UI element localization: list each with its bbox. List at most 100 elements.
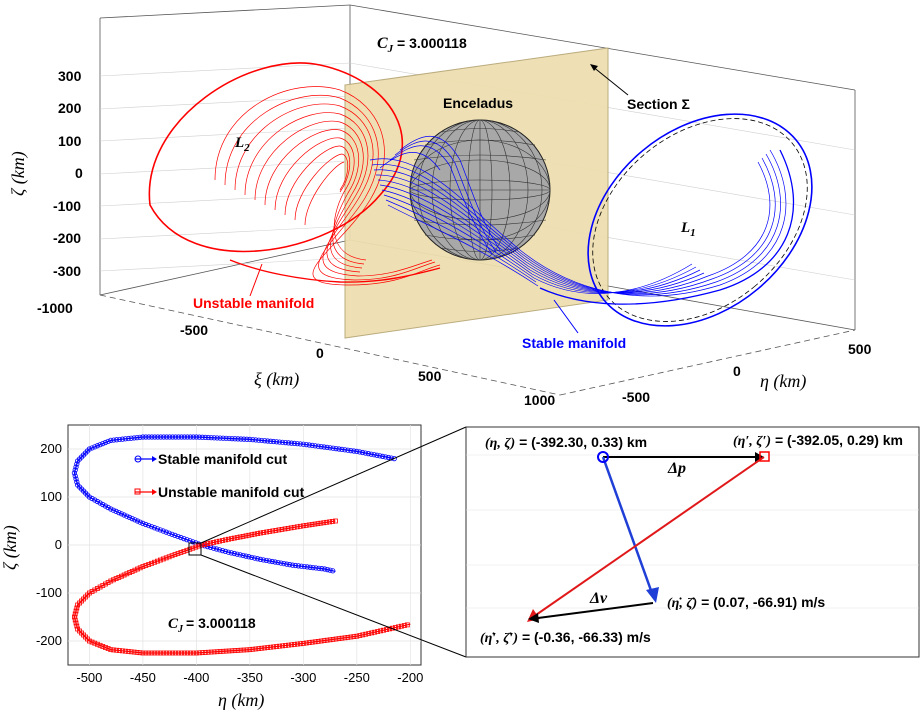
series-marker: [374, 452, 380, 458]
series-marker: [404, 622, 410, 628]
series-marker: [351, 634, 357, 639]
series-marker: [274, 644, 279, 649]
series-marker: [268, 438, 274, 444]
stable-point-text: (η, ζ) = (-392.30, 0.33) km: [485, 434, 647, 451]
series-marker: [75, 458, 81, 464]
series-marker: [102, 503, 109, 509]
xi-tick: 1000: [524, 392, 555, 408]
series-marker: [269, 558, 275, 565]
series-marker: [155, 650, 161, 656]
series-marker: [330, 445, 336, 451]
legend-stable-text: Stable manifold cut: [158, 451, 287, 467]
series-marker: [154, 526, 161, 532]
series-marker: [226, 536, 231, 542]
xi-axis-label: ξ (km): [254, 369, 299, 390]
series-marker: [193, 434, 199, 440]
series-marker: [178, 550, 184, 555]
series-marker: [288, 440, 295, 446]
series-marker: [267, 529, 273, 534]
series-marker: [95, 586, 100, 591]
enceladus-label: Enceladus: [443, 95, 513, 111]
series-marker: [208, 649, 214, 655]
series-marker: [232, 436, 238, 442]
series-marker: [72, 473, 78, 479]
series-marker: [220, 648, 226, 654]
series-marker: [92, 587, 98, 593]
series-marker: [146, 650, 152, 656]
series-marker: [318, 520, 324, 526]
series-marker: [196, 650, 202, 656]
y-tick-label: 0: [55, 537, 62, 552]
series-marker: [257, 556, 264, 563]
series-marker: [289, 642, 294, 648]
unstable-label: Unstable manifold: [193, 295, 314, 311]
series-marker: [163, 529, 169, 535]
series-marker: [181, 434, 188, 440]
series-marker: [146, 522, 152, 529]
series-marker: [210, 545, 217, 551]
series-marker: [97, 442, 103, 448]
series-marker: [178, 534, 184, 541]
series-marker: [127, 570, 132, 575]
series-marker: [143, 563, 149, 568]
zoom-connector-top: [200, 426, 467, 544]
series-marker: [339, 446, 345, 452]
series-marker: [225, 549, 232, 555]
series-marker: [187, 434, 194, 440]
series-marker: [297, 641, 303, 647]
series-marker: [324, 637, 330, 643]
series-marker: [190, 545, 196, 551]
series-marker: [105, 646, 111, 651]
series-marker: [86, 638, 92, 644]
series-marker: [291, 440, 298, 446]
series-marker: [73, 476, 79, 482]
cut-plot-series: [71, 434, 411, 656]
top-cj-label: CJ = 3.000118: [377, 35, 467, 55]
series-marker: [312, 521, 318, 527]
series-marker: [288, 525, 294, 531]
series-marker: [365, 451, 371, 457]
cut-cj-label: CJ = 3.000118: [168, 615, 256, 635]
zeta-tick: -200: [53, 230, 81, 246]
section-pointer: [591, 65, 629, 96]
series-marker: [205, 541, 211, 547]
series-marker: [318, 443, 324, 450]
cut-y-axis-label: ζ (km): [0, 525, 21, 570]
series-marker: [235, 647, 241, 653]
series-marker: [140, 434, 146, 440]
series-marker: [276, 527, 282, 533]
series-marker: [137, 650, 143, 656]
series-marker: [255, 531, 261, 536]
series-marker: [336, 636, 342, 641]
series-marker: [152, 559, 157, 565]
series-marker: [345, 635, 351, 640]
series-marker: [72, 467, 78, 473]
series-marker: [401, 623, 407, 628]
series-marker: [131, 649, 137, 655]
series-marker: [73, 464, 79, 470]
series-marker: [75, 602, 81, 608]
series-marker: [271, 644, 277, 650]
series-marker: [324, 444, 330, 450]
series-marker: [74, 479, 80, 485]
series-marker: [175, 533, 181, 540]
series-marker: [333, 445, 339, 452]
xi-tick-labels: -1000 -500 0 500 1000: [37, 300, 555, 408]
series-marker: [208, 540, 214, 546]
series-marker: [202, 434, 208, 440]
series-marker: [216, 547, 223, 553]
series-marker: [161, 650, 167, 656]
series-marker: [128, 649, 134, 655]
series-marker: [211, 540, 216, 545]
series-marker: [255, 556, 261, 562]
series-marker: [253, 646, 259, 652]
series-marker: [185, 650, 190, 656]
series-marker: [202, 650, 208, 655]
series-marker: [339, 635, 345, 641]
series-marker: [140, 650, 146, 656]
series-marker: [292, 642, 297, 647]
x-tick-label: -450: [130, 670, 156, 685]
series-marker: [100, 583, 106, 588]
x-tick-label: -200: [397, 670, 423, 685]
x-tick-label: -300: [290, 670, 316, 685]
